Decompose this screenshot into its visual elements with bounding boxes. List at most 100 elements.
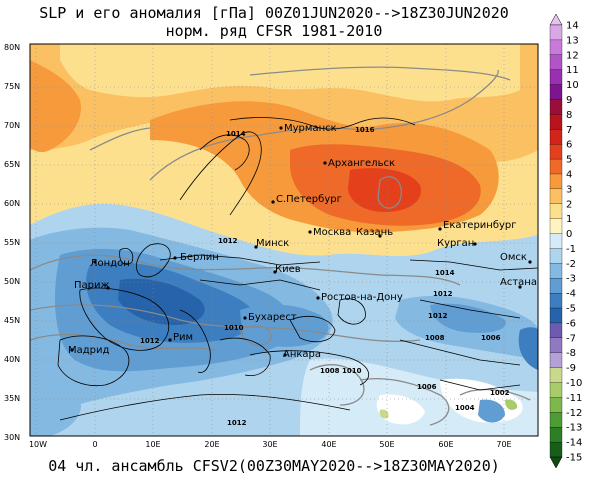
city-dot	[93, 260, 97, 264]
city-dot	[283, 353, 287, 357]
city-ankara: Анкара	[283, 349, 321, 360]
colorbar-top-arrow	[549, 13, 563, 26]
colorbar-label: 10	[566, 80, 579, 91]
colorbar-label: -12	[566, 408, 582, 419]
colorbar-label: 4	[566, 169, 572, 180]
colorbar-label: 7	[566, 125, 572, 136]
city-dot	[106, 286, 110, 290]
colorbar-swatch	[549, 233, 563, 249]
city-dot	[438, 227, 442, 231]
lat-label: 45N	[4, 316, 20, 325]
city-dot	[316, 296, 320, 300]
isobar-label: 1016	[355, 126, 375, 134]
city-dot	[279, 126, 283, 130]
isobar-label: 1014	[226, 130, 246, 138]
isobar-label: 1008	[320, 367, 340, 375]
lon-label: 10E	[145, 440, 160, 449]
lat-label: 40N	[4, 355, 20, 364]
city-paris: Париж	[74, 280, 110, 291]
colorbar-swatch	[549, 203, 563, 220]
city-madrid: Мадрид	[68, 345, 110, 356]
colorbar-label: 5	[566, 155, 572, 166]
colorbar-label: 9	[566, 95, 572, 106]
colorbar-swatch	[549, 427, 563, 443]
city-london: Лондон	[90, 258, 130, 269]
map-title: SLP и его аномалия [гПа] 00Z01JUN2020-->…	[39, 4, 509, 22]
colorbar-swatch	[549, 114, 563, 130]
city-dot	[273, 270, 277, 274]
colorbar-label: 14	[566, 21, 579, 32]
isobar-label: 1002	[490, 389, 510, 397]
city-kurgan: Курган	[437, 238, 474, 249]
lon-label: 60E	[438, 440, 453, 449]
city-spb: С.Петербург	[276, 194, 342, 205]
ensemble-caption: 04 чл. ансамбль CFSV2(00Z30MAY2020-->18Z…	[48, 457, 500, 475]
anomaly-field	[30, 44, 538, 436]
colorbar-swatch	[549, 397, 563, 413]
colorbar-label: -3	[566, 274, 576, 285]
city-dot	[308, 230, 312, 234]
colorbar-label: -10	[566, 378, 582, 389]
city-murmansk: Мурманск	[284, 123, 337, 134]
colorbar-bottom-arrow	[549, 456, 563, 469]
colorbar-label: 8	[566, 110, 572, 121]
city-markers: Мурманск Архангельск С.Петербург Москва …	[68, 123, 537, 360]
city-rostov: Ростов-на-Дону	[321, 292, 403, 303]
colorbar-label: 12	[566, 50, 579, 61]
colorbar: 14131211109876543210-1-2-3-4-5-6-7-8-9-1…	[549, 13, 582, 469]
latitude-axis: 80N 75N 70N 65N 60N 55N 50N 45N 40N 35N …	[4, 43, 20, 442]
city-yekaterinburg: Екатеринбург	[443, 220, 517, 231]
lat-label: 80N	[4, 43, 20, 52]
city-berlin: Берлин	[180, 252, 219, 263]
lon-label: 10W	[29, 440, 47, 449]
isobar-label: 1012	[433, 290, 453, 298]
isobar-label: 1012	[227, 419, 247, 427]
city-dot	[473, 242, 477, 246]
lat-label: 75N	[4, 82, 20, 91]
colorbar-swatch	[549, 144, 563, 160]
lat-label: 60N	[4, 199, 20, 208]
colorbar-label: -8	[566, 348, 576, 359]
colorbar-label: 0	[566, 229, 572, 240]
isobar-label: 1006	[417, 383, 437, 391]
isobar-labels: 1014 1016 1012 1014 1012 1012 1010 1008 …	[140, 126, 510, 427]
isobar-label: 1010	[224, 324, 244, 332]
lat-label: 35N	[4, 394, 20, 403]
colorbar-swatch	[549, 24, 563, 41]
map-subtitle: норм. ряд CFSR 1981-2010	[165, 22, 383, 40]
isobar-label: 1010	[342, 367, 362, 375]
isobar-label: 1008	[425, 334, 445, 342]
city-dot	[173, 256, 177, 260]
colorbar-swatch	[549, 129, 563, 145]
colorbar-label: -9	[566, 363, 576, 374]
colorbar-swatch	[549, 173, 563, 190]
colorbar-swatch	[549, 382, 563, 398]
colorbar-label: -13	[566, 423, 582, 434]
city-kazan: Казань	[356, 227, 393, 238]
lon-label: 70E	[496, 440, 511, 449]
lon-label: 40E	[321, 440, 336, 449]
colorbar-swatch	[549, 292, 563, 309]
colorbar-label: 6	[566, 140, 572, 151]
city-dot	[323, 161, 327, 165]
city-dot	[168, 338, 172, 342]
city-dot	[271, 200, 275, 204]
city-dot	[518, 285, 522, 289]
colorbar-label: 2	[566, 199, 572, 210]
colorbar-label: 3	[566, 184, 572, 195]
city-astana: Астана	[500, 277, 537, 288]
lat-label: 30N	[4, 433, 20, 442]
longitude-axis: 10W 0 10E 20E 30E 40E 50E 60E 70E	[29, 440, 512, 449]
colorbar-swatch	[549, 412, 563, 428]
colorbar-label: -6	[566, 318, 576, 329]
isobar-label: 1012	[140, 337, 160, 345]
isobar-label: 1012	[218, 237, 238, 245]
colorbar-swatch	[549, 337, 563, 354]
isobar-label: 1012	[428, 312, 448, 320]
city-kiev: Киев	[275, 264, 301, 275]
colorbar-label: -15	[566, 453, 582, 464]
colorbar-swatch	[549, 307, 563, 324]
lat-label: 65N	[4, 160, 20, 169]
colorbar-swatch	[549, 188, 563, 205]
